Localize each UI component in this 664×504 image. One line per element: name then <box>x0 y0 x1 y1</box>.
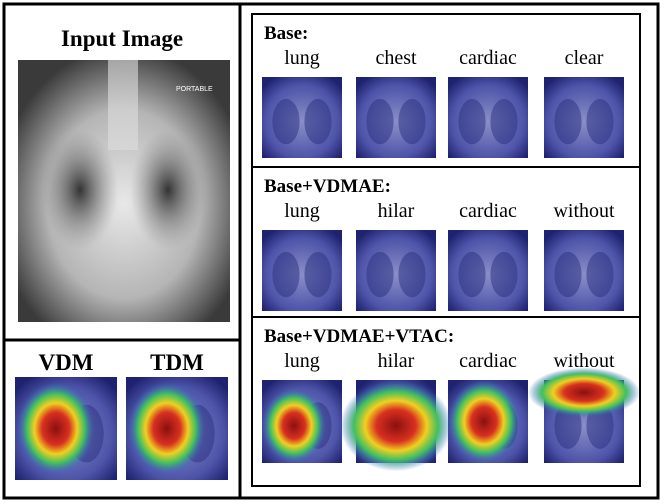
lung-shadow <box>398 98 426 145</box>
lung-shadow <box>554 251 582 298</box>
lung-shadow <box>366 98 394 145</box>
attention-map <box>15 377 117 480</box>
heat-spot <box>128 382 206 475</box>
map-label: TDM <box>150 350 204 375</box>
lung-shadow <box>272 251 300 298</box>
token-label: lung <box>284 47 320 69</box>
lung-shadow <box>458 251 486 298</box>
attention-map <box>262 380 342 463</box>
attention-map <box>262 230 342 311</box>
lung-shadow <box>366 251 394 298</box>
token-label: cardiac <box>459 200 517 222</box>
attention-map <box>356 230 436 311</box>
outer-border <box>2 2 660 500</box>
token-label: hilar <box>378 350 415 372</box>
map-label: VDM <box>39 350 94 375</box>
input-title: Input Image <box>61 26 183 51</box>
token-label: lung <box>284 350 320 372</box>
heat-spot <box>448 380 520 463</box>
lung-shadow <box>304 251 332 298</box>
lung-shadow <box>304 98 332 145</box>
panel-title: Base: <box>264 23 308 44</box>
lung-shadow <box>586 98 614 145</box>
panel-title: Base+VDMAE: <box>264 176 391 197</box>
attention-map <box>544 77 624 158</box>
lung-shadow <box>458 98 486 145</box>
token-label: hilar <box>378 200 415 222</box>
token-label: cardiac <box>459 47 517 69</box>
heat-spot <box>17 382 95 475</box>
heat-spot <box>528 367 640 418</box>
token-label: cardiac <box>459 350 517 372</box>
input-image: PORTABLE <box>18 60 230 322</box>
attention-map <box>356 77 436 158</box>
lung-shadow <box>490 251 518 298</box>
lung-shadow <box>554 98 582 145</box>
attention-map <box>544 230 624 311</box>
lung-shadow <box>398 251 426 298</box>
image-text: PORTABLE <box>176 86 213 93</box>
lung-shadow <box>586 251 614 298</box>
token-label: clear <box>565 47 604 69</box>
panel-title: Base+VDMAE+VTAC: <box>264 326 454 347</box>
attention-map <box>528 367 640 463</box>
token-label: without <box>553 200 615 222</box>
attention-map <box>126 377 228 480</box>
token-label: lung <box>284 200 320 222</box>
attention-map <box>448 230 528 311</box>
attention-map <box>448 380 528 463</box>
panel-border <box>251 316 641 487</box>
token-label: without <box>553 350 615 372</box>
heat-spot <box>340 380 452 472</box>
attention-map <box>340 380 452 472</box>
attention-map <box>262 77 342 158</box>
lung-shadow <box>272 98 300 145</box>
token-label: chest <box>375 47 417 69</box>
attention-map <box>448 77 528 158</box>
heat-spot <box>262 388 326 463</box>
lung-shadow <box>490 98 518 145</box>
